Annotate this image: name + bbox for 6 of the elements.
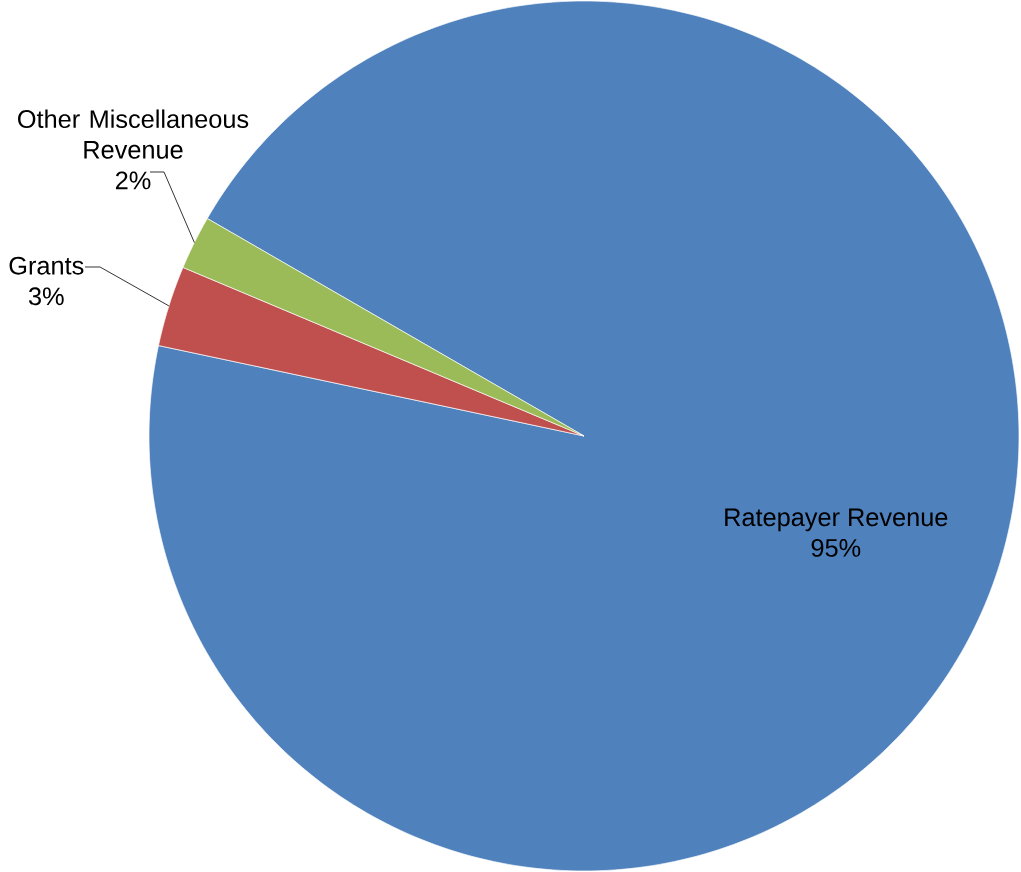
data-label: 3% [28, 287, 64, 306]
slice-label: Ratepayer Revenue [725, 508, 948, 532]
data-label: 2% [115, 171, 151, 190]
slice-label: Grants [9, 256, 84, 275]
data-label: 95% [811, 538, 861, 557]
slice-label: Other Miscellaneous Revenue [18, 109, 249, 159]
